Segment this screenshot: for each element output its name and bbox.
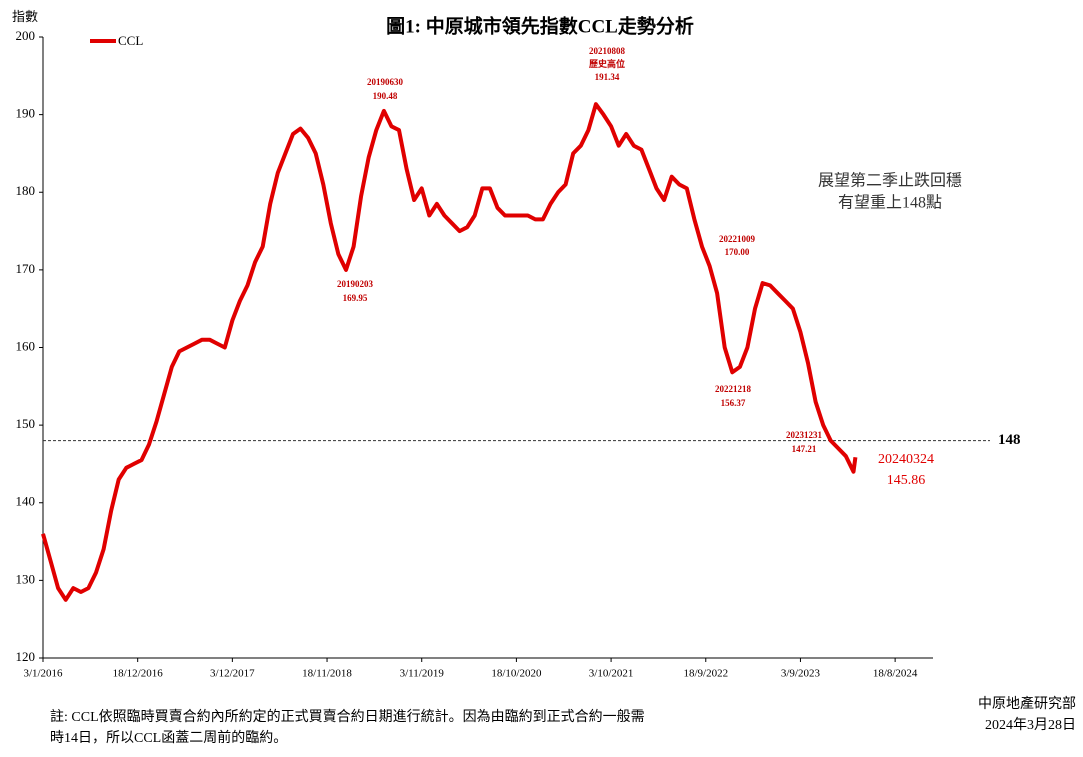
x-tick-label: 18/8/2024 [873, 668, 918, 680]
y-tick-label: 140 [16, 494, 36, 509]
annotation: 展望第二季止跌回穩 [818, 172, 962, 190]
annotation: 20231231 [786, 430, 823, 440]
x-tick-label: 3/1/2016 [23, 668, 63, 680]
y-tick-label: 130 [16, 571, 36, 586]
source: 中原地產研究部 [978, 695, 1076, 712]
x-tick-label: 3/11/2019 [400, 668, 445, 680]
annotation: 20210808 [589, 46, 626, 56]
x-tick-label: 3/9/2023 [781, 668, 821, 680]
x-tick-label: 18/10/2020 [491, 668, 542, 680]
x-tick-label: 3/10/2021 [589, 668, 634, 680]
annotation: 歷史高位 [589, 58, 625, 69]
annotation: 170.00 [725, 247, 750, 257]
annotation: 191.34 [595, 72, 620, 82]
x-tick-label: 18/11/2018 [302, 668, 352, 680]
y-tick-label: 170 [16, 261, 36, 276]
y-tick-label: 160 [16, 338, 36, 353]
line-series [41, 102, 858, 602]
footnote: 時14日，所以CCL函蓋二周前的臨約。 [50, 729, 287, 746]
source: 2024年3月28日 [985, 717, 1076, 733]
chart-title: 圖1: 中原城市領先指數CCL走勢分析 [386, 14, 694, 37]
annotation: 20190203 [337, 279, 374, 289]
annotation: 有望重上148點 [838, 194, 942, 212]
y-tick-label: 120 [16, 649, 36, 664]
y-tick-label: 150 [16, 416, 36, 431]
annotation: 169.95 [343, 293, 368, 303]
reference-label: 148 [998, 432, 1021, 448]
annotation: 20190630 [367, 77, 404, 87]
legend-label: CCL [118, 33, 143, 48]
annotation: 20240324 [878, 452, 934, 467]
annotation: 156.37 [721, 398, 746, 408]
annotation: 190.48 [373, 91, 398, 101]
y-tick-label: 190 [16, 106, 36, 121]
footnote: 註: CCL依照臨時買賣合約內所約定的正式買賣合約日期進行統計。因為由臨約到正式… [50, 709, 645, 725]
annotation: 20221009 [719, 234, 756, 244]
y-tick-label: 180 [16, 183, 36, 198]
x-tick-label: 18/9/2022 [683, 668, 728, 680]
y-axis-label: 指數 [12, 9, 38, 24]
x-tick-label: 3/12/2017 [210, 668, 255, 680]
annotation: 20221218 [715, 384, 752, 394]
annotation: 145.86 [887, 473, 926, 488]
y-tick-label: 200 [16, 28, 36, 43]
x-tick-label: 18/12/2016 [113, 668, 164, 680]
annotation: 147.21 [792, 444, 817, 454]
